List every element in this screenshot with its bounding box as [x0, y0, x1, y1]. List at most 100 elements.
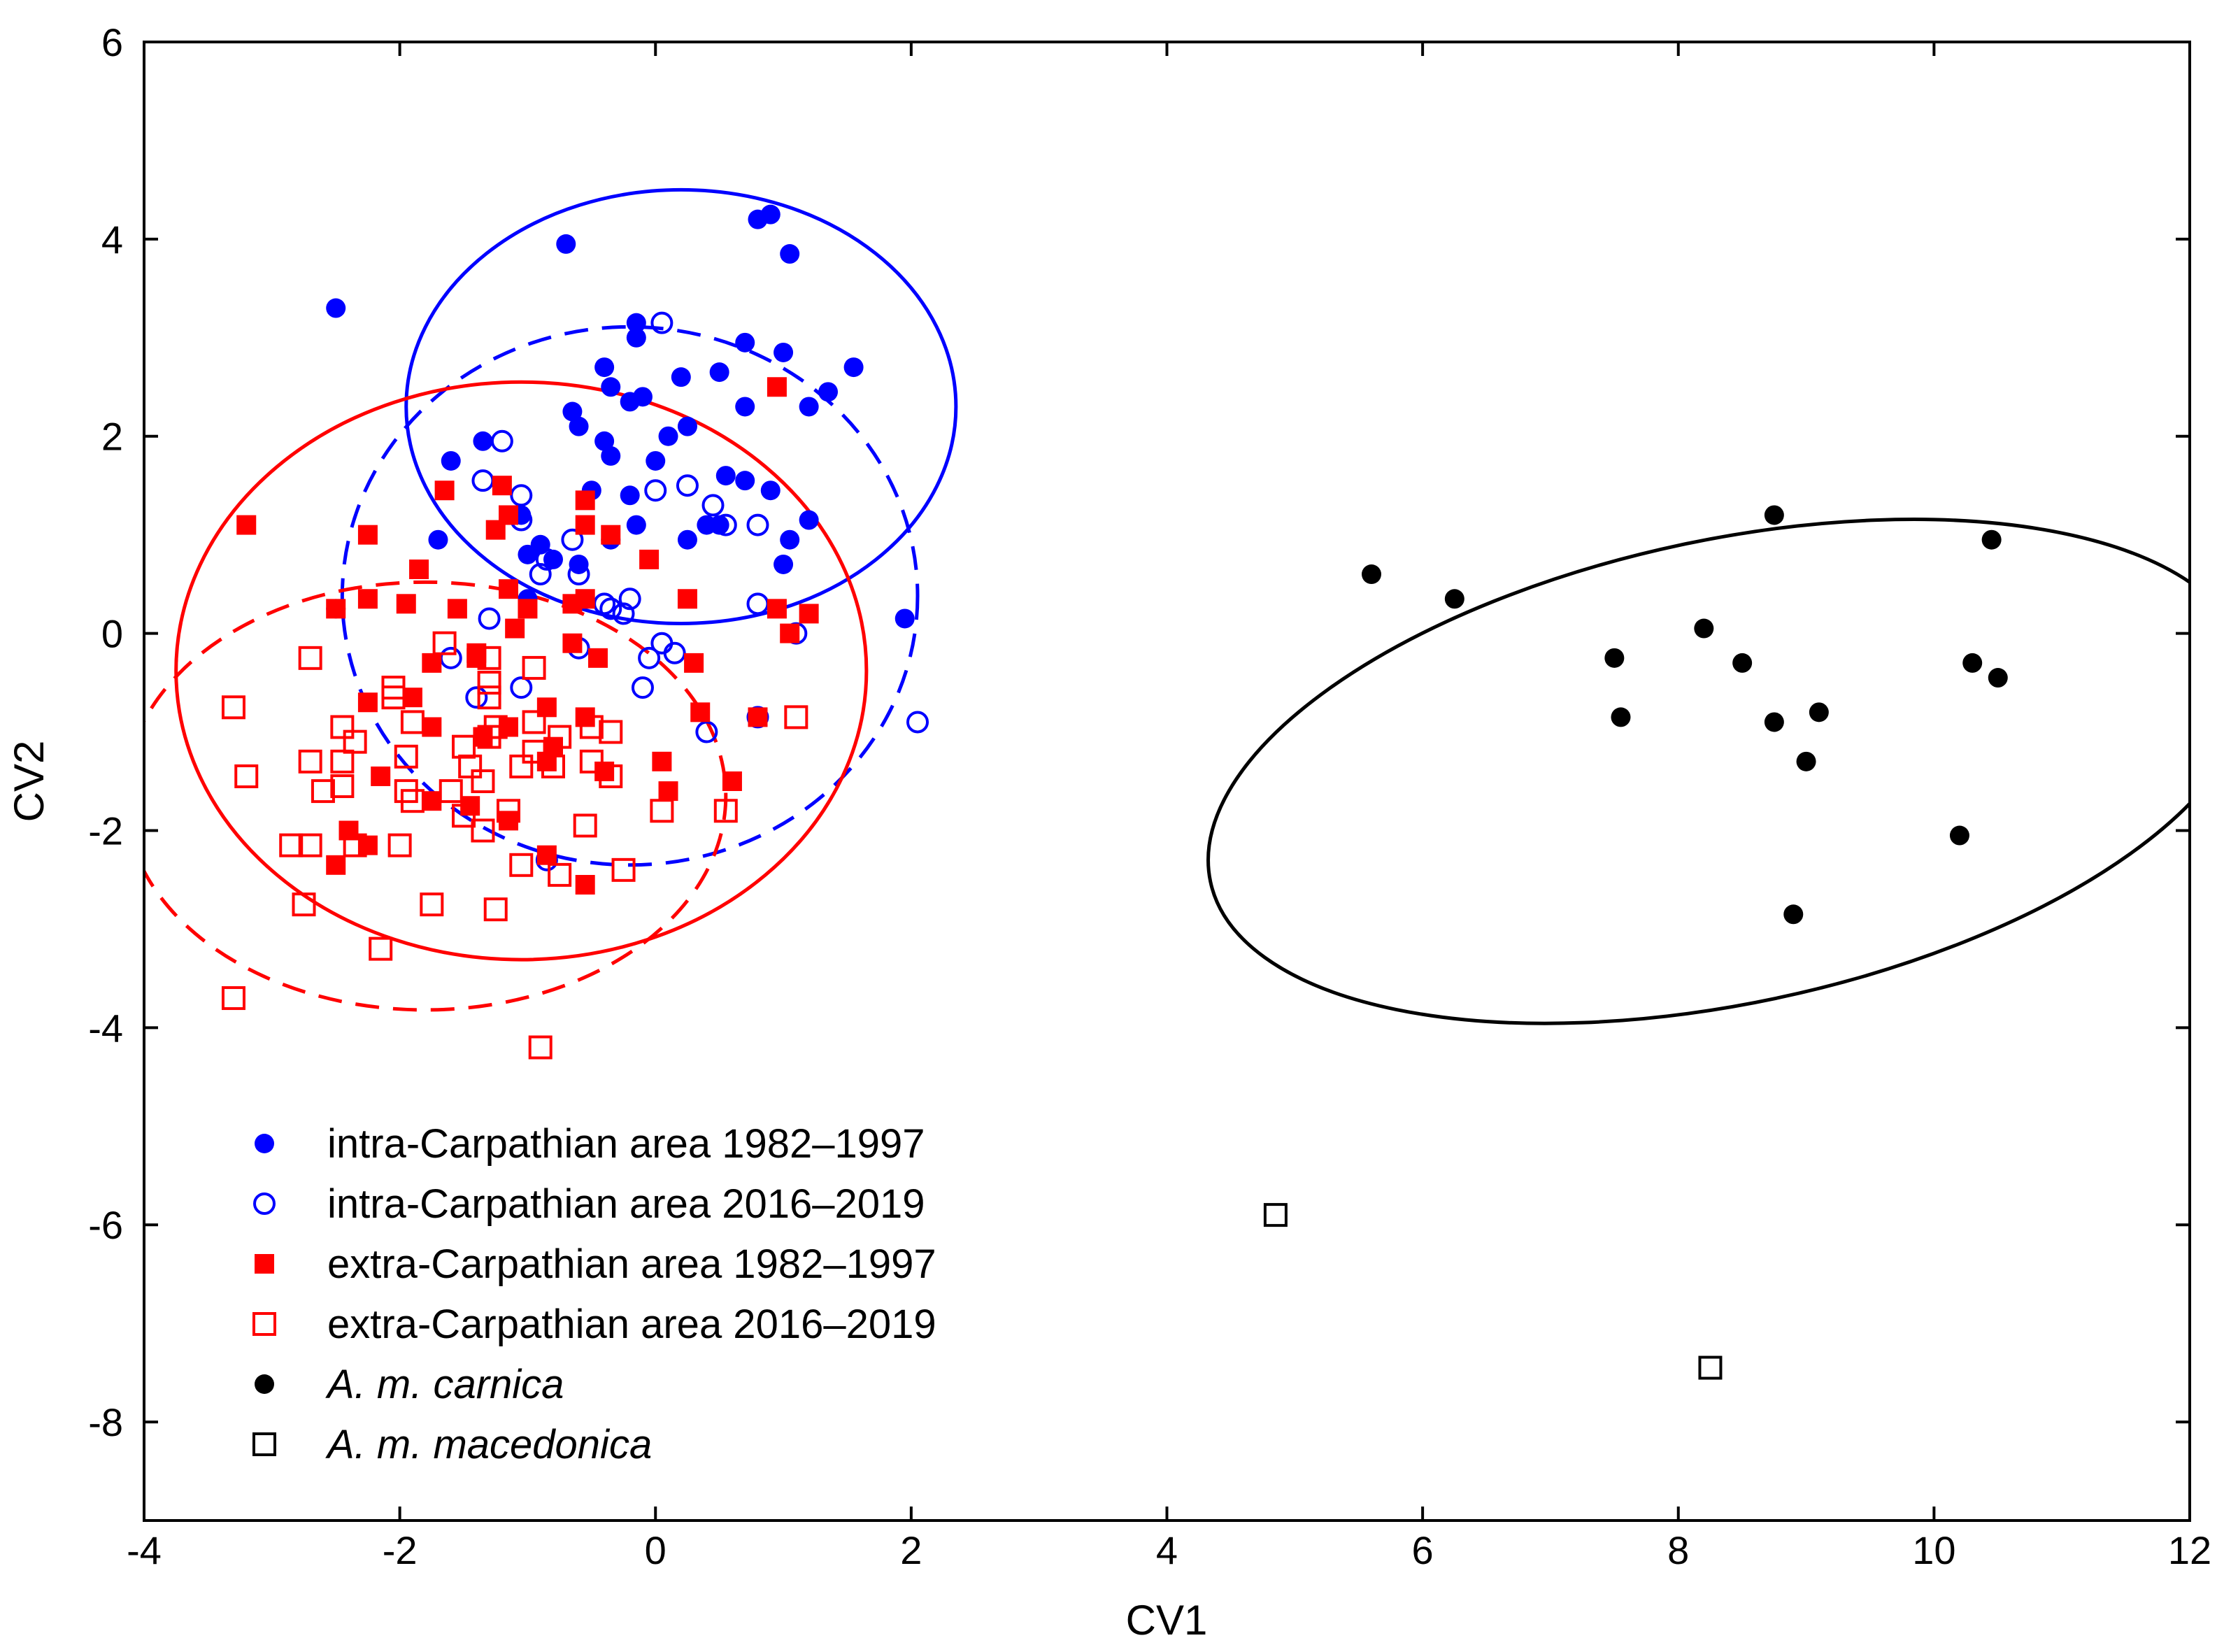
x-tick-label: 2 [900, 1528, 922, 1572]
data-point [409, 559, 429, 579]
data-point [594, 431, 615, 451]
y-axis-title: CV2 [6, 741, 52, 823]
data-point [646, 450, 666, 471]
data-point [326, 599, 346, 619]
ellipse-extra-carpathian-area-1982-1997 [174, 380, 869, 962]
data-point [1949, 825, 1969, 846]
data-point [713, 799, 738, 823]
data-point [569, 416, 589, 436]
data-point [338, 820, 359, 841]
legend-marker [253, 1192, 276, 1215]
data-point [387, 833, 412, 857]
legend-marker [252, 1432, 276, 1456]
legend-label: A. m. carnica [325, 1362, 564, 1407]
data-point [663, 641, 686, 664]
y-tick-label: -8 [88, 1400, 123, 1444]
legend-label: extra-Carpathian area 2016–2019 [327, 1302, 936, 1347]
data-point [701, 494, 725, 517]
data-point [518, 599, 538, 619]
legend-item-a-m-macedonica: A. m. macedonica [252, 1422, 652, 1467]
data-point [357, 525, 378, 545]
data-point [432, 631, 457, 655]
data-point [735, 332, 755, 353]
data-point [499, 717, 519, 737]
data-point [644, 479, 667, 502]
data-point [439, 779, 463, 804]
data-point [599, 764, 623, 788]
data-point [492, 476, 512, 496]
data-point [587, 648, 608, 668]
data-point [369, 937, 393, 961]
ellipse-intra-carpathian-area-1982-1997 [404, 187, 958, 626]
ellipse-extra-carpathian-area-2016-2019 [144, 580, 728, 1012]
data-point [394, 744, 418, 769]
data-point [330, 715, 355, 739]
data-point [652, 751, 672, 771]
data-point [535, 548, 558, 571]
series-extra-carpathian-area-2016-2019 [221, 631, 808, 1060]
x-tick-label: 8 [1667, 1528, 1689, 1572]
data-point [543, 549, 563, 569]
data-point [279, 833, 304, 857]
data-point [799, 604, 819, 624]
y-tick-label: 2 [101, 415, 123, 459]
data-point [221, 986, 245, 1011]
data-point [396, 594, 416, 614]
data-point [371, 766, 391, 786]
data-point [326, 298, 346, 318]
data-point [684, 653, 704, 673]
data-point [626, 515, 646, 535]
x-tick-label: 12 [2168, 1528, 2211, 1572]
data-point [748, 707, 768, 727]
y-tick-label: 6 [101, 20, 123, 64]
ellipse-intra-carpathian-area-2016-2019 [340, 325, 920, 867]
data-point [343, 729, 367, 754]
data-point [465, 686, 488, 709]
x-tick-label: -2 [383, 1528, 418, 1572]
data-point [658, 781, 678, 802]
legend-item-extra-carpathian-area-1982-1997: extra-Carpathian area 1982–1997 [255, 1241, 936, 1287]
legend-marker [252, 1312, 276, 1336]
data-point [422, 717, 442, 737]
data-point [1809, 702, 1829, 722]
data-point [510, 676, 533, 699]
x-axis-title: CV1 [1126, 1597, 1208, 1644]
data-point [357, 692, 378, 713]
data-point [562, 633, 583, 653]
data-point [536, 845, 557, 865]
data-point [505, 618, 525, 639]
data-point [690, 702, 711, 722]
data-point [485, 520, 506, 540]
data-point [575, 490, 595, 511]
data-point [478, 607, 501, 630]
data-point [234, 764, 259, 788]
data-point [477, 646, 501, 670]
data-point [1764, 712, 1784, 732]
data-point [626, 327, 646, 348]
data-point [499, 579, 519, 599]
data-point [638, 646, 661, 669]
x-tick-label: 6 [1412, 1528, 1434, 1572]
data-point [1362, 564, 1381, 585]
axis-ticks: -4 -2 0 2 4 6 8 10 12 -8 -6 -4 -2 0 2 4 6 [88, 20, 2211, 1572]
data-point [1962, 653, 1983, 673]
series-a-m-carnica [1362, 505, 2008, 925]
data-point [774, 554, 794, 574]
legend-item-intra-carpathian-area-1982-1997: intra-Carpathian area 1982–1997 [255, 1121, 925, 1167]
data-point [381, 685, 406, 710]
data-point [612, 602, 635, 625]
y-tick-label: -2 [88, 809, 123, 853]
data-point [620, 485, 640, 506]
data-point [556, 234, 576, 254]
data-point [422, 653, 442, 673]
data-point [422, 791, 442, 811]
data-point [434, 480, 455, 501]
data-point [611, 857, 636, 882]
data-point [767, 599, 787, 619]
data-point [471, 818, 495, 843]
data-point [1604, 648, 1625, 668]
data-point [298, 749, 322, 774]
data-point [599, 720, 623, 744]
y-tick-label: -4 [88, 1006, 123, 1050]
